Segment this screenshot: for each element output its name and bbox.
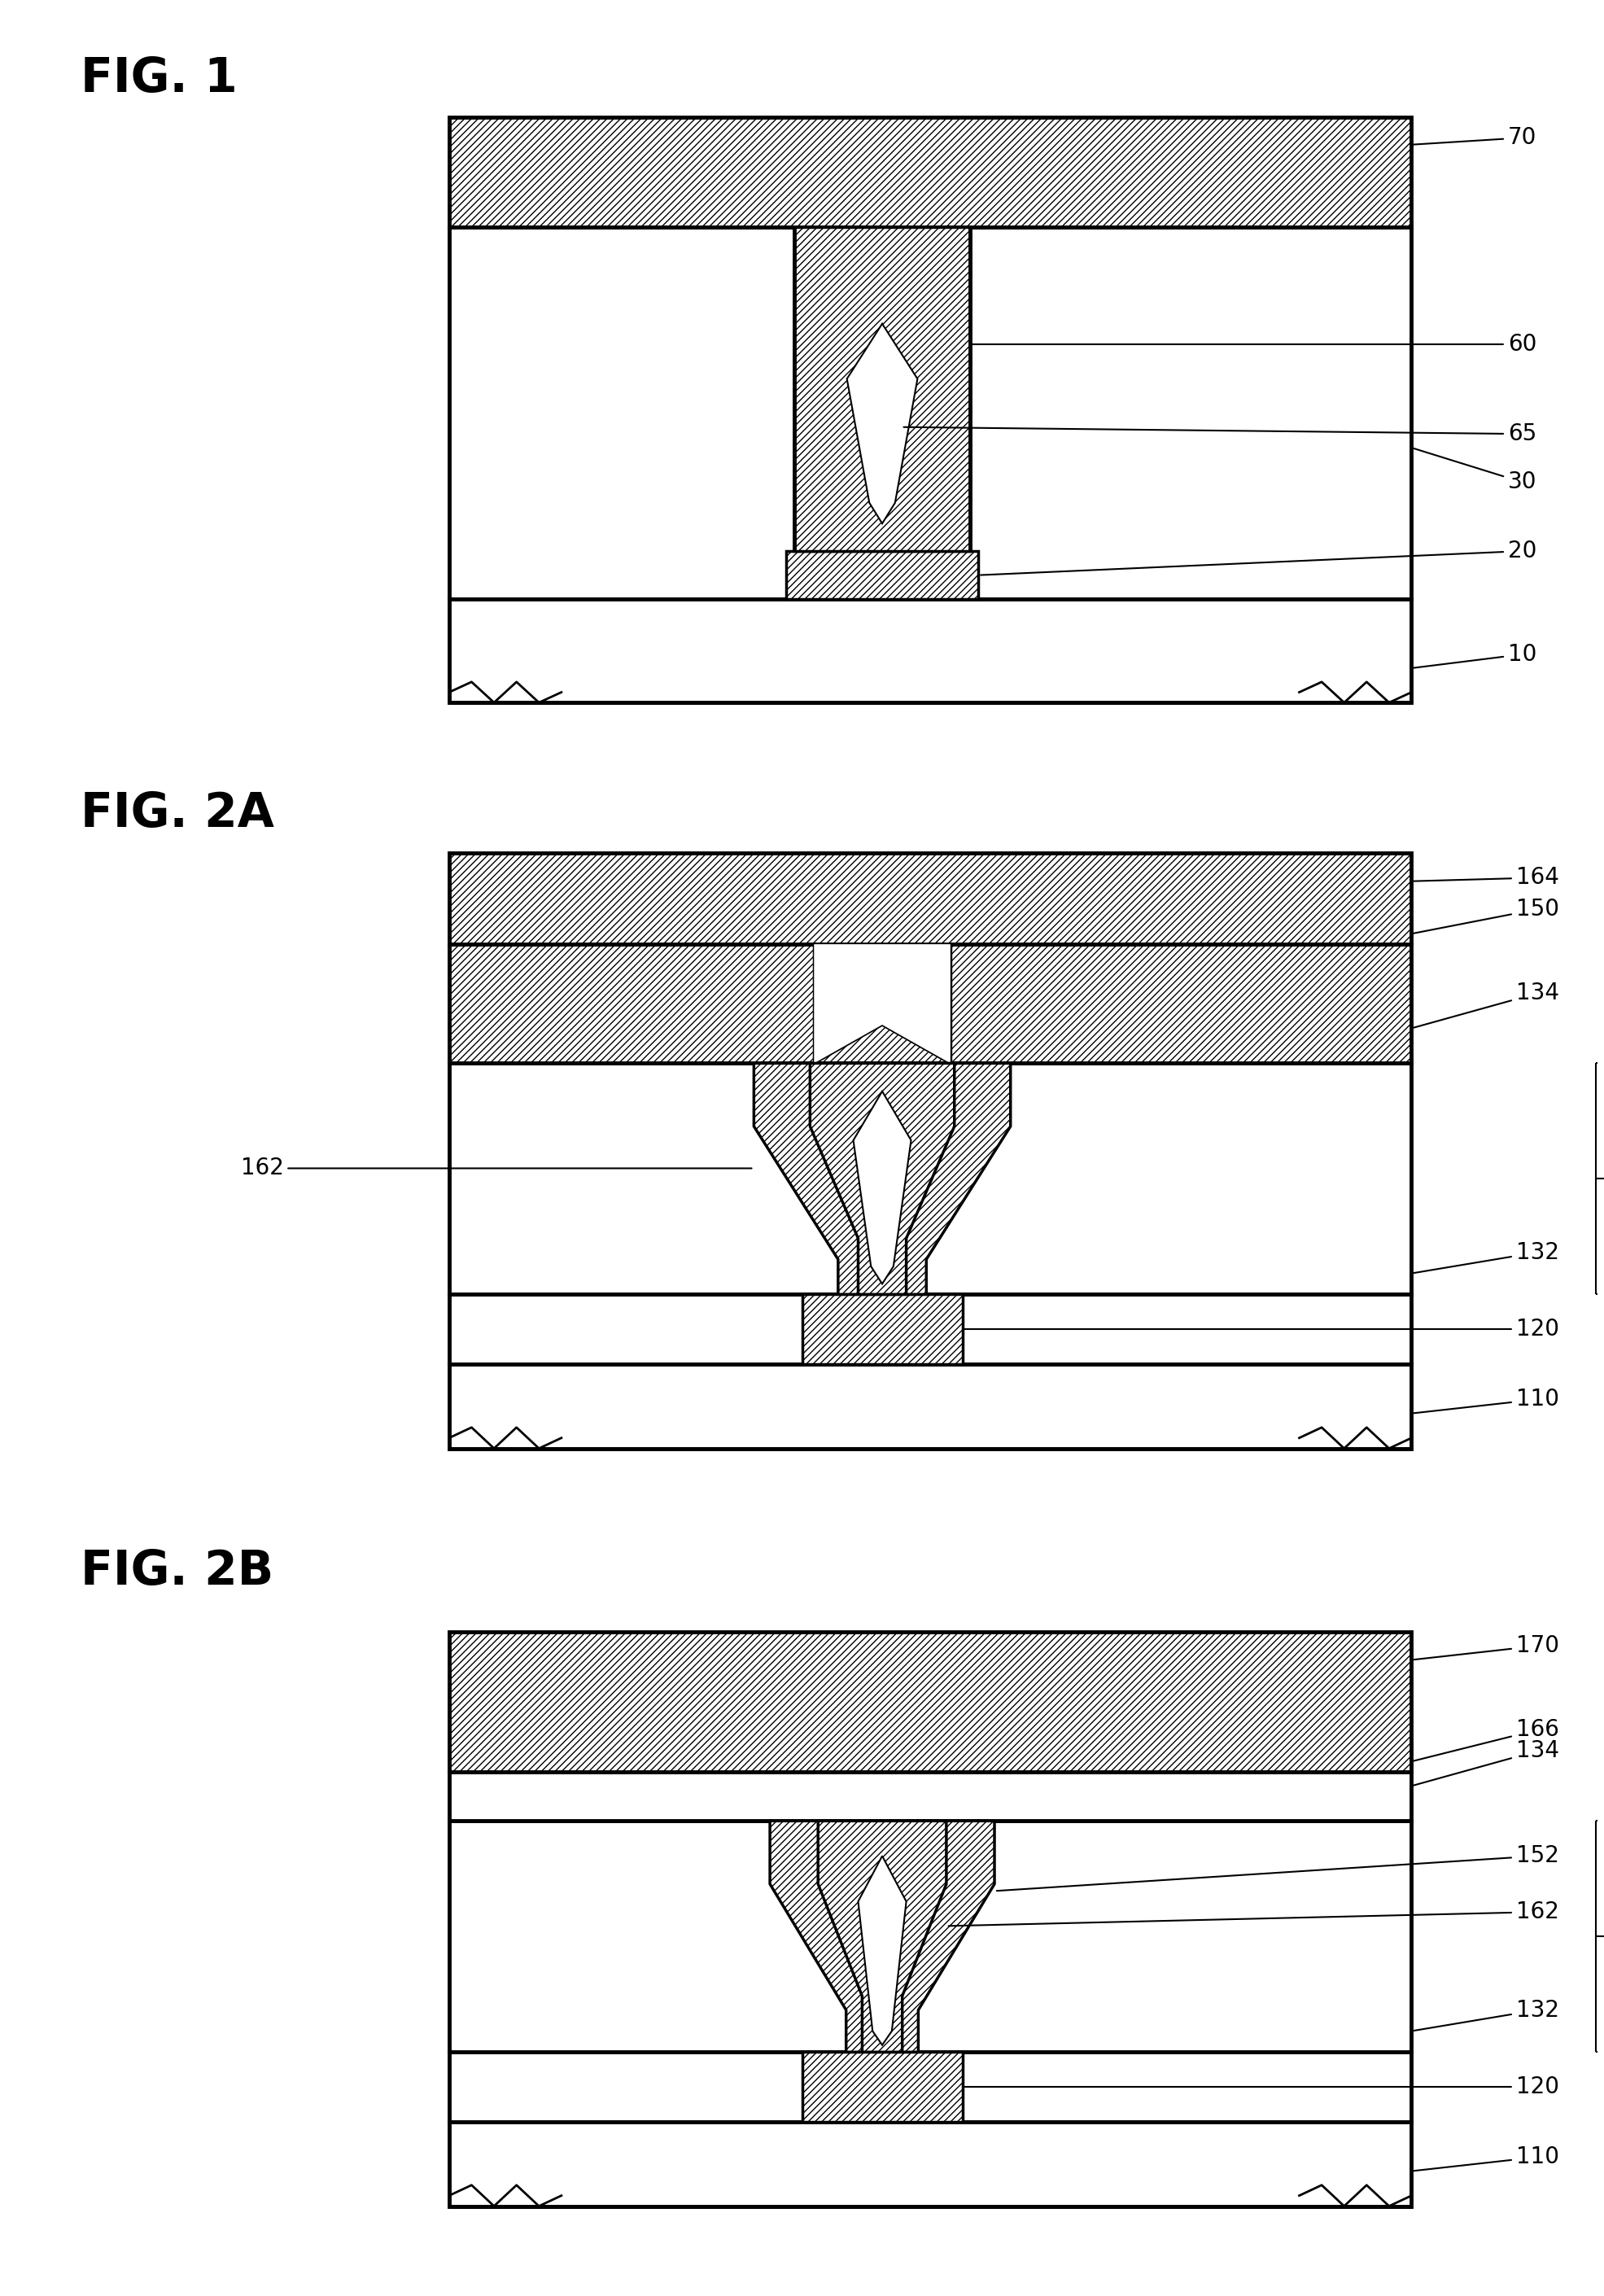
- Polygon shape: [858, 1855, 906, 2046]
- Text: 134: 134: [1413, 1740, 1559, 1786]
- Bar: [449, 1295, 1412, 1364]
- Bar: [794, 227, 970, 551]
- Text: 60: 60: [972, 333, 1537, 356]
- Text: 152: 152: [996, 1844, 1559, 1892]
- Bar: [786, 551, 978, 599]
- Polygon shape: [818, 1821, 946, 2053]
- Text: 162: 162: [241, 1157, 752, 1180]
- Polygon shape: [853, 1091, 911, 1283]
- Text: 120: 120: [964, 2076, 1559, 2099]
- Text: 162: 162: [948, 1901, 1559, 1926]
- Text: 30: 30: [1413, 448, 1537, 494]
- Text: 166: 166: [1413, 1717, 1559, 1761]
- Text: 164: 164: [1413, 866, 1559, 889]
- Polygon shape: [810, 1063, 954, 1295]
- Text: FIG. 2B: FIG. 2B: [80, 1548, 273, 1593]
- Bar: [449, 854, 1412, 944]
- Polygon shape: [815, 944, 950, 1063]
- Bar: [449, 2053, 1412, 2122]
- Bar: [449, 1632, 1412, 1773]
- Text: 70: 70: [1413, 126, 1537, 149]
- Text: 110: 110: [1413, 1389, 1559, 1412]
- Bar: [449, 1773, 1412, 1821]
- Bar: [449, 2122, 1412, 2206]
- Bar: [449, 944, 1412, 1063]
- Text: 10: 10: [1413, 643, 1537, 668]
- Text: 170: 170: [1413, 1635, 1559, 1660]
- Text: 132: 132: [1413, 1240, 1559, 1272]
- Bar: [449, 599, 1412, 703]
- Text: 110: 110: [1413, 2147, 1559, 2170]
- Bar: [449, 117, 1412, 227]
- Text: 20: 20: [980, 540, 1537, 574]
- Polygon shape: [847, 324, 917, 523]
- Polygon shape: [754, 1063, 1011, 1295]
- Text: 132: 132: [1413, 1998, 1559, 2030]
- Bar: [802, 1295, 962, 1364]
- Bar: [449, 1063, 1412, 1295]
- Text: 65: 65: [903, 422, 1537, 445]
- Bar: [449, 1364, 1412, 1449]
- Text: 134: 134: [1413, 983, 1559, 1029]
- Text: FIG. 2A: FIG. 2A: [80, 790, 274, 836]
- Polygon shape: [770, 1821, 994, 2053]
- Bar: [802, 2053, 962, 2122]
- Text: 150: 150: [1413, 898, 1559, 932]
- Bar: [449, 1821, 1412, 2053]
- Bar: [449, 227, 1412, 599]
- Text: 120: 120: [964, 1318, 1559, 1341]
- Text: FIG. 1: FIG. 1: [80, 55, 237, 101]
